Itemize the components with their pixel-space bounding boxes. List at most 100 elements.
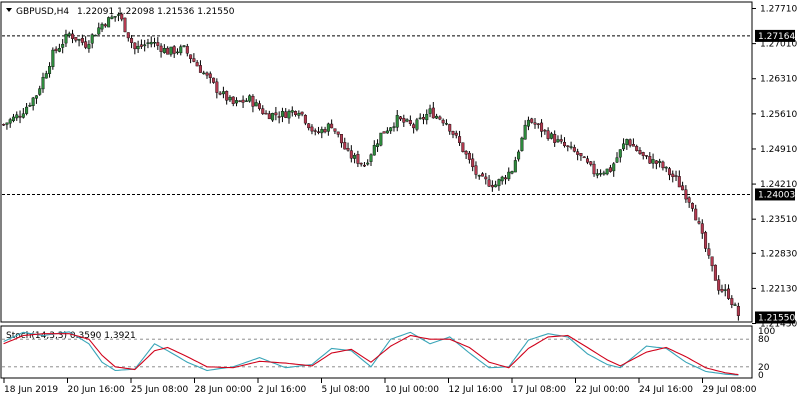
candle (517, 149, 521, 162)
candle (38, 85, 42, 96)
candle (107, 16, 111, 28)
candle (608, 164, 612, 173)
candle-body-bear (126, 32, 130, 39)
candle (487, 175, 491, 188)
candle (139, 39, 143, 50)
candle-body-bull (87, 44, 91, 49)
candle-body-bear (339, 134, 343, 144)
candle-body-bull (21, 113, 25, 118)
candle (93, 34, 97, 37)
candle (130, 35, 134, 49)
price-tick-label: 1.22130 (760, 284, 797, 294)
candle-body-bull (297, 113, 301, 116)
candle (310, 124, 314, 135)
candle (481, 172, 485, 177)
candle-body-bull (605, 168, 609, 175)
candle-body-bull (244, 100, 248, 102)
candle-body-bull (497, 179, 501, 187)
candle-body-bull (369, 154, 373, 162)
candle-body-bull (494, 184, 498, 188)
stoch-label: Stoch(14,3,3) 0.3590 1.3921 (6, 331, 136, 341)
level-label-bg (755, 188, 795, 201)
candle-body-bull (625, 139, 629, 145)
candle (77, 38, 81, 47)
candle (225, 90, 229, 105)
candle-body-bear (189, 54, 193, 59)
candle-body-bear (421, 117, 425, 120)
candle (208, 71, 212, 84)
candle (707, 242, 711, 259)
candle-body-bear (159, 45, 163, 52)
candle (697, 217, 701, 225)
candle (356, 150, 360, 168)
candle (159, 43, 163, 58)
candle-body-bear (277, 116, 281, 118)
candle (612, 162, 616, 177)
candle (123, 17, 127, 33)
candle-body-bull (415, 119, 419, 130)
dropdown-triangle-icon[interactable] (6, 8, 12, 12)
candle-body-bull (146, 42, 150, 44)
candle (385, 127, 389, 134)
candle-body-bull (38, 88, 42, 95)
candle-body-bull (615, 157, 619, 163)
candle (526, 116, 530, 131)
candle (67, 31, 71, 38)
candle-body-bear (563, 141, 567, 147)
candle-body-bear (225, 91, 229, 101)
candle-body-bull (520, 137, 524, 151)
candle-body-bull (51, 49, 55, 67)
time-tick-label: 22 Jul 00:00 (576, 385, 630, 395)
candle (300, 111, 304, 117)
candle (339, 134, 343, 148)
candle (681, 181, 685, 191)
candle-body-bear (261, 108, 265, 114)
time-tick-label: 25 Jun 08:00 (131, 385, 188, 395)
candle (622, 138, 626, 152)
candle-body-bull (182, 45, 186, 47)
candle-body-bull (385, 130, 389, 134)
candle-body-bull (733, 304, 737, 306)
candle (563, 137, 567, 148)
candle-body-bull (61, 43, 65, 48)
time-axis: 18 Jun 2019 20 Jun 16:00 25 Jun 08:00 28 Ju… (3, 378, 757, 395)
candle-body-bear (645, 155, 649, 157)
candle-body-bear (185, 46, 189, 54)
candle-body-bull (510, 171, 514, 174)
candle-body-bull (435, 115, 439, 119)
candle-body-bull (477, 175, 481, 177)
candle (710, 256, 714, 272)
candle-body-bull (366, 162, 370, 165)
candle-body-bear (589, 161, 593, 165)
candle-body-bear (130, 38, 134, 43)
candle-body-bear (54, 48, 58, 51)
candle (366, 159, 370, 166)
candle (166, 46, 170, 55)
candle-body-bear (323, 129, 327, 133)
current-price-label: 1.21550 (758, 313, 795, 323)
candle-body-bull (602, 172, 606, 175)
candle (277, 111, 281, 124)
candle (261, 105, 265, 115)
candle-body-bull (418, 117, 422, 120)
candle (592, 160, 596, 177)
candle (474, 161, 478, 179)
candle (146, 38, 150, 49)
candle (330, 119, 334, 129)
candle-body-bull (175, 51, 179, 54)
candle (153, 37, 157, 48)
candle (31, 96, 35, 111)
candle-body-bear (2, 123, 6, 126)
candle (2, 123, 6, 126)
candle-body-bear (74, 37, 78, 41)
candle-body-bull (64, 34, 68, 44)
candle-body-bear (687, 197, 691, 203)
candle-body-bear (267, 113, 271, 120)
candle-body-bear (585, 158, 589, 163)
candle-body-bear (720, 289, 724, 292)
candle (605, 168, 609, 176)
candle-body-bull (31, 97, 35, 106)
candle-body-bull (15, 114, 19, 119)
candle (543, 129, 547, 135)
